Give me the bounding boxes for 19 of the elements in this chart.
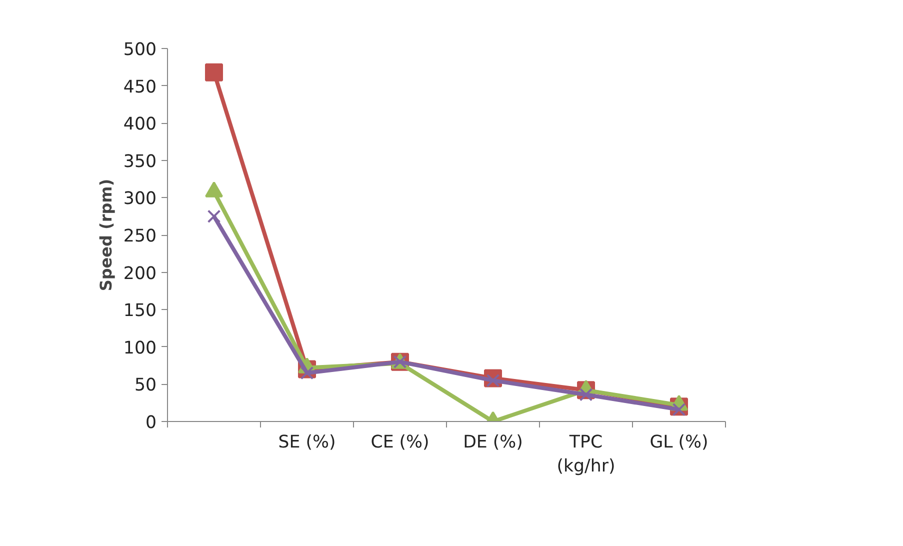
x-tick-label: TPC (kg/hr) <box>556 432 616 476</box>
y-tick-label: 450 <box>123 77 157 98</box>
y-tick-label: 50 <box>134 376 157 396</box>
y-tick-label: 250 <box>123 226 157 246</box>
y-tick-label: 150 <box>123 301 157 322</box>
y-tick-label: 0 <box>145 413 157 433</box>
y-tick-label: 400 <box>123 114 157 135</box>
x-tick-label: SE (%) <box>278 432 336 452</box>
point <box>207 210 221 224</box>
y-axis-title: Speed (rpm) <box>96 178 116 292</box>
point <box>205 63 223 82</box>
y-tick-label: 100 <box>123 338 157 358</box>
y-tick-label: 500 <box>123 40 157 60</box>
x-tick-label: DE (%) <box>463 432 523 452</box>
y-tick-label: 200 <box>123 264 157 284</box>
y-tick-label: 300 <box>123 189 157 210</box>
x-tick-label: CE (%) <box>370 432 430 452</box>
x-tick-label: GL (%) <box>650 432 708 452</box>
y-tick-label: 350 <box>123 152 157 172</box>
